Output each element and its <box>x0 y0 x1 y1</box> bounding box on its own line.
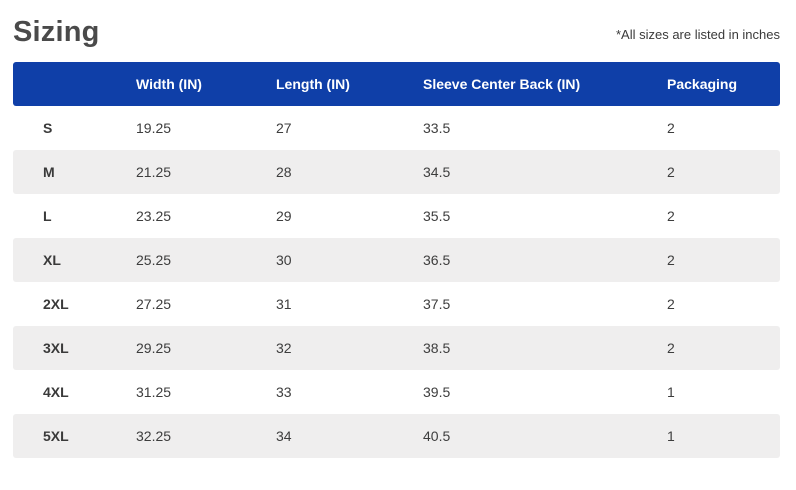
packaging-cell: 2 <box>667 120 675 136</box>
table-row: M 21.25 28 34.5 2 <box>13 150 780 194</box>
width-cell: 31.25 <box>136 384 172 400</box>
size-cell: M <box>43 164 55 180</box>
packaging-cell: 2 <box>667 208 675 224</box>
table-row: XL 25.25 30 36.5 2 <box>13 238 780 282</box>
sleeve-cell: 37.5 <box>423 296 451 312</box>
length-cell: 31 <box>276 296 292 312</box>
size-cell: 3XL <box>43 340 69 356</box>
width-cell: 27.25 <box>136 296 172 312</box>
size-cell: L <box>43 208 52 224</box>
packaging-cell: 2 <box>667 340 675 356</box>
table-row: 2XL 27.25 31 37.5 2 <box>13 282 780 326</box>
length-cell: 32 <box>276 340 292 356</box>
packaging-cell: 2 <box>667 252 675 268</box>
packaging-cell: 1 <box>667 384 675 400</box>
sleeve-cell: 35.5 <box>423 208 451 224</box>
table-row: 3XL 29.25 32 38.5 2 <box>13 326 780 370</box>
table-row: S 19.25 27 33.5 2 <box>13 106 780 150</box>
width-cell: 23.25 <box>136 208 172 224</box>
width-cell: 29.25 <box>136 340 172 356</box>
table-row: 4XL 31.25 33 39.5 1 <box>13 370 780 414</box>
length-cell: 30 <box>276 252 292 268</box>
length-cell: 28 <box>276 164 292 180</box>
column-header-packaging: Packaging <box>667 76 738 92</box>
length-cell: 34 <box>276 428 292 444</box>
size-cell: 4XL <box>43 384 69 400</box>
sleeve-cell: 40.5 <box>423 428 451 444</box>
size-cell: 2XL <box>43 296 69 312</box>
packaging-cell: 2 <box>667 164 675 180</box>
page-title: Sizing <box>13 16 100 48</box>
size-cell: S <box>43 120 53 136</box>
sizing-table: Width (IN) Length (IN) Sleeve Center Bac… <box>13 62 780 458</box>
length-cell: 27 <box>276 120 292 136</box>
sleeve-cell: 33.5 <box>423 120 451 136</box>
table-header-row: Width (IN) Length (IN) Sleeve Center Bac… <box>13 62 780 106</box>
length-cell: 29 <box>276 208 292 224</box>
sleeve-cell: 38.5 <box>423 340 451 356</box>
length-cell: 33 <box>276 384 292 400</box>
sleeve-cell: 39.5 <box>423 384 451 400</box>
size-cell: XL <box>43 252 61 268</box>
width-cell: 25.25 <box>136 252 172 268</box>
width-cell: 32.25 <box>136 428 172 444</box>
packaging-cell: 2 <box>667 296 675 312</box>
table-row: 5XL 32.25 34 40.5 1 <box>13 414 780 458</box>
column-header-sleeve: Sleeve Center Back (IN) <box>423 76 581 92</box>
page-header: Sizing *All sizes are listed in inches <box>13 14 780 54</box>
width-cell: 21.25 <box>136 164 172 180</box>
width-cell: 19.25 <box>136 120 172 136</box>
sleeve-cell: 36.5 <box>423 252 451 268</box>
column-header-length: Length (IN) <box>276 76 350 92</box>
packaging-cell: 1 <box>667 428 675 444</box>
table-row: L 23.25 29 35.5 2 <box>13 194 780 238</box>
size-cell: 5XL <box>43 428 69 444</box>
sleeve-cell: 34.5 <box>423 164 451 180</box>
sizes-note: *All sizes are listed in inches <box>615 27 780 42</box>
column-header-width: Width (IN) <box>136 76 202 92</box>
